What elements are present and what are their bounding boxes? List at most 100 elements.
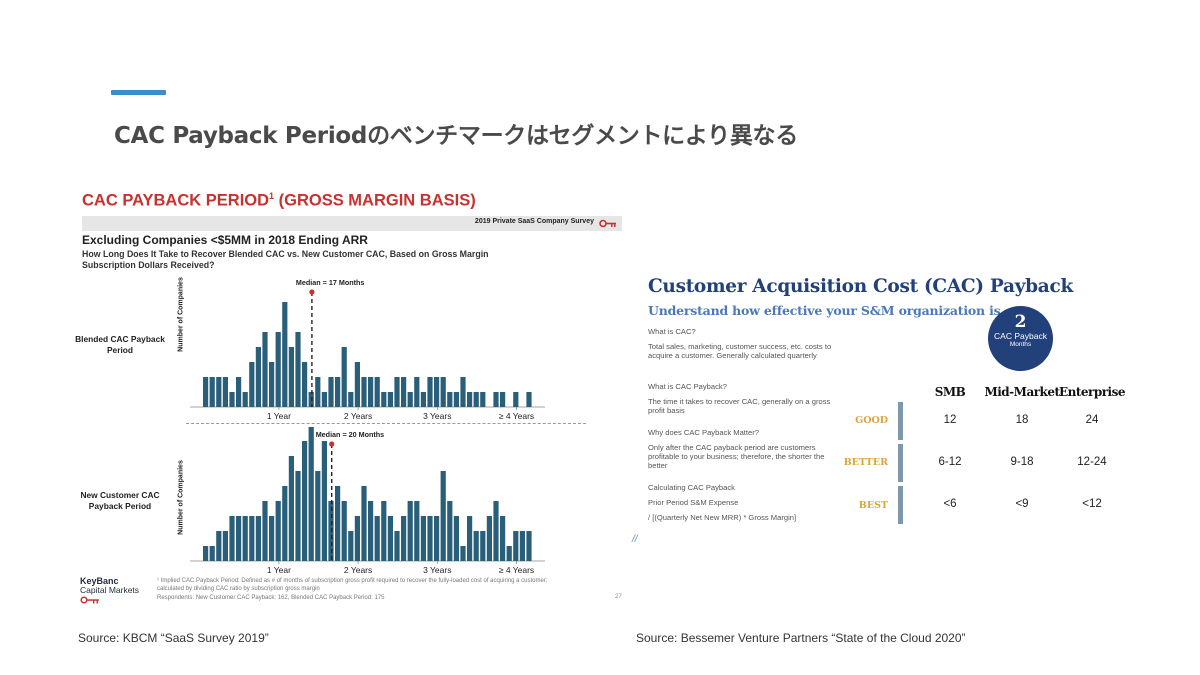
key-icon (599, 219, 616, 228)
formula-numerator: Prior Period S&M Expense (648, 498, 739, 507)
bar-month-40 (460, 377, 466, 407)
bar-month-5 (229, 516, 235, 561)
bar-month-10 (262, 332, 268, 407)
bar-month-4 (222, 377, 228, 407)
bar-month-1 (203, 546, 209, 561)
formula-denominator: / [(Quarterly Net New MRR) * Gross Margi… (648, 513, 797, 522)
bar-month-7 (242, 516, 248, 561)
kb-page-number: 27 (615, 594, 622, 600)
bar-month-22 (341, 347, 347, 407)
bar-month-10 (262, 501, 268, 561)
bar-month-5 (229, 392, 235, 407)
bar-month-32 (407, 392, 413, 407)
bar-month-26 (368, 501, 374, 561)
col-head-smb: SMB (934, 385, 966, 399)
kb-logo-name: KeyBanc (80, 576, 119, 586)
kb-survey-tag: 2019 Private SaaS Company Survey (474, 218, 594, 225)
bar-month-7 (242, 392, 248, 407)
bar-month-36 (434, 516, 440, 561)
key-logo-icon (80, 596, 99, 604)
row-label-blended: Blended CAC Payback Period (75, 334, 165, 355)
median-marker (329, 441, 335, 447)
bar-month-39 (453, 516, 459, 561)
cell-good-smb: 12 (943, 414, 957, 426)
bar-month-46 (500, 392, 506, 407)
x-tick-label: 2 Years (344, 565, 372, 575)
median-marker (309, 289, 315, 295)
bar-month-33 (414, 377, 420, 407)
bar-month-1 (203, 377, 209, 407)
x-tick-label: 1 Year (267, 411, 291, 421)
bar-month-47 (506, 546, 512, 561)
bar-month-30 (394, 377, 400, 407)
row-bar-good (898, 402, 903, 440)
bar-month-29 (387, 392, 393, 407)
bar-month-25 (361, 486, 367, 561)
bar-month-41 (467, 516, 473, 561)
x-tick-label: ≥ 4 Years (499, 565, 534, 575)
bar-month-23 (348, 531, 354, 561)
bar-month-14 (288, 347, 294, 407)
bar-month-17 (308, 392, 314, 407)
bar-month-17 (308, 427, 314, 561)
bar-month-35 (427, 377, 433, 407)
bar-month-22 (341, 501, 347, 561)
x-tick-label: 2 Years (344, 411, 372, 421)
kb-question: How Long Does It Take to Recover Blended… (82, 249, 489, 270)
bar-month-41 (467, 392, 473, 407)
bar-month-38 (447, 392, 453, 407)
x-tick-label: 3 Years (423, 565, 451, 575)
cell-best-mid-market: <9 (1015, 498, 1029, 510)
x-tick-label: 3 Years (423, 411, 451, 421)
bar-month-50 (526, 392, 532, 407)
cell-better-enterprise: 12-24 (1077, 456, 1107, 468)
bar-month-26 (368, 377, 374, 407)
median-label: Median = 20 Months (316, 430, 385, 439)
bar-month-15 (295, 471, 301, 561)
bar-month-25 (361, 377, 367, 407)
bar-month-50 (526, 531, 532, 561)
bar-month-9 (255, 347, 261, 407)
bar-month-27 (374, 377, 380, 407)
cell-good-mid-market: 18 (1015, 414, 1029, 426)
cell-best-enterprise: <12 (1082, 498, 1102, 510)
bar-month-19 (321, 441, 327, 561)
bar-month-13 (282, 302, 288, 407)
bar-month-45 (493, 392, 499, 407)
bar-month-46 (500, 516, 506, 561)
row-label-better: BETTER (843, 457, 888, 468)
bar-month-29 (387, 516, 393, 561)
bar-month-9 (255, 516, 261, 561)
col-head-mid-market: Mid-Market (984, 385, 1060, 399)
blended-cac-histogram: 1 Year 2 Years 3 Years ≥ 4 Years Median = 17… (190, 278, 545, 421)
answer-what-is-cac: Total sales, marketing, customer success… (648, 342, 832, 361)
bar-month-49 (519, 531, 525, 561)
bar-month-24 (354, 516, 360, 561)
bar-month-38 (447, 501, 453, 561)
kb-footnote: ¹ Implied CAC Payback Period: Defined as… (157, 578, 548, 592)
bvp-logo-mark: // (632, 534, 638, 545)
bar-month-20 (328, 377, 334, 407)
question-calculating: Calculating CAC Payback (648, 483, 735, 492)
new-customer-cac-histogram: 1 Year 2 Years 3 Years ≥ 4 Years Median = 20… (190, 427, 545, 575)
bar-month-12 (275, 501, 281, 561)
cell-better-mid-market: 9-18 (1010, 456, 1034, 468)
bvp-subtitle: Understand how effective your S&M organi… (648, 303, 1001, 318)
bar-month-31 (401, 516, 407, 561)
circle-value: 2 (1014, 312, 1027, 332)
bar-month-16 (302, 362, 308, 407)
bar-month-48 (513, 392, 519, 407)
kb-chart-title: CAC PAYBACK PERIOD1 (GROSS MARGIN BASIS) (82, 191, 476, 210)
bar-month-28 (381, 501, 387, 561)
bar-month-8 (249, 362, 255, 407)
bar-month-48 (513, 531, 519, 561)
bar-month-43 (480, 531, 486, 561)
question-what-is-cac: What is CAC? (648, 327, 696, 336)
bar-month-16 (302, 441, 308, 561)
bar-month-23 (348, 392, 354, 407)
cell-good-enterprise: 24 (1085, 414, 1099, 426)
bar-month-18 (315, 377, 321, 407)
bar-month-32 (407, 501, 413, 561)
source-right: Source: Bessemer Venture Partners “State… (636, 631, 966, 645)
row-bar-better (898, 444, 903, 482)
